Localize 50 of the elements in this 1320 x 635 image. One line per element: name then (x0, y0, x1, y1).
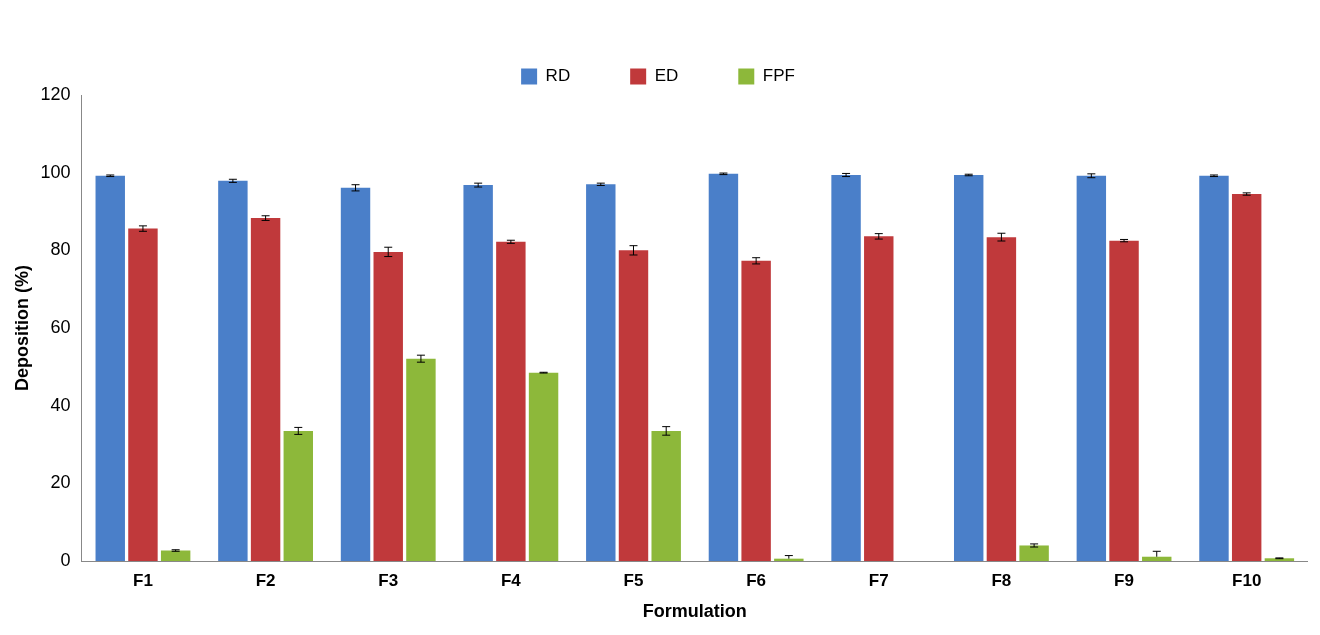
bar (250, 218, 281, 561)
bar (373, 251, 403, 561)
x-tick-label: F7 (868, 570, 889, 590)
bar (463, 185, 493, 561)
x-tick-label: F3 (378, 570, 399, 590)
legend-label: ED (654, 66, 679, 86)
bar (496, 241, 526, 561)
bar (651, 430, 681, 561)
x-tick-label: F9 (1114, 570, 1134, 590)
bar (1109, 240, 1139, 561)
bar (1142, 556, 1172, 561)
x-tick-label: F2 (255, 570, 276, 590)
bar (218, 180, 248, 561)
bar (831, 175, 861, 561)
bar (340, 187, 371, 561)
x-tick-label: F5 (623, 570, 644, 590)
bar (1019, 545, 1049, 561)
bar (864, 236, 894, 561)
y-tick-label: 120 (40, 83, 71, 104)
x-axis-title: Formulation (642, 601, 747, 622)
bar (1264, 558, 1295, 561)
bar (160, 550, 191, 561)
legend-label: FPF (762, 66, 795, 86)
bar (708, 173, 739, 561)
bar (953, 175, 984, 561)
y-tick-label: 40 (50, 394, 71, 415)
x-tick-label: F8 (991, 570, 1012, 590)
bar (586, 184, 616, 561)
y-axis-title: Deposition (%) (11, 265, 32, 391)
y-tick-label: 60 (50, 316, 71, 337)
bar (1199, 175, 1229, 561)
bar (618, 250, 649, 561)
bar (1231, 194, 1262, 561)
bar (95, 175, 125, 561)
x-tick-label: F1 (133, 570, 153, 590)
bar (741, 260, 771, 561)
bar (528, 372, 559, 561)
y-tick-label: 20 (50, 472, 71, 493)
bar (1076, 175, 1107, 561)
bar (986, 237, 1017, 561)
x-tick-label: F10 (1232, 570, 1262, 590)
y-tick-label: 80 (50, 239, 71, 260)
bar (406, 358, 436, 561)
y-tick-label: 100 (40, 161, 71, 182)
x-tick-label: F6 (746, 570, 767, 590)
legend-label: RD (545, 66, 571, 86)
x-tick-label: F4 (500, 570, 522, 590)
bar (128, 228, 158, 561)
bar (283, 430, 314, 561)
y-tick-label: 0 (60, 549, 71, 570)
